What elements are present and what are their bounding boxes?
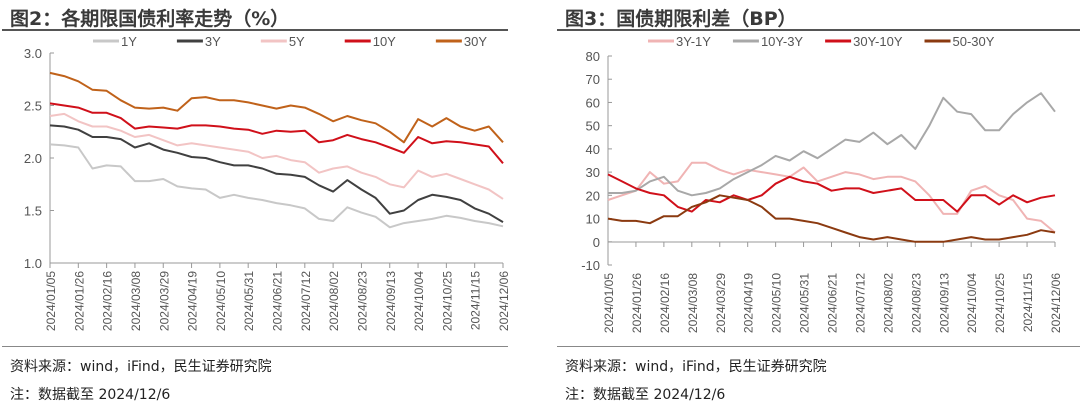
legend-label-30Y-10Y: 30Y-10Y [853, 34, 903, 49]
x-tick-label: 2024/08/02 [881, 273, 895, 333]
x-tick-label: 2024/07/12 [299, 271, 313, 331]
x-tick-label: 2024/12/06 [497, 271, 511, 331]
chart-panel-spreads: 图3：国债期限利差（BP） -10 0 10 20 30 40 50 60 70 80 2024/0… [545, 0, 1080, 410]
y-tick-label: 70 [586, 72, 600, 87]
x-tick-label: 2024/03/08 [686, 273, 700, 333]
x-tick-label: 2024/10/25 [440, 271, 454, 331]
y-tick-label: 60 [586, 95, 600, 110]
series-line-30Y [49, 71, 504, 144]
chart-title: 图3：国债期限利差（BP） [565, 8, 797, 30]
y-tick-label: 80 [586, 49, 600, 64]
title-divider [557, 29, 1080, 31]
legend-label-3Y: 3Y [205, 34, 221, 49]
source-note: 资料来源：wind，iFind，民生证券研究院 [10, 359, 272, 375]
x-tick-label: 2024/01/26 [72, 271, 86, 331]
x-tick-label: 2024/06/21 [271, 271, 285, 331]
chart-panel-yields: 图2：各期限国债利率走势（%） 1.0 1.5 2.0 2.5 3.0 2024/01/0… [0, 0, 530, 410]
x-tick-label: 2024/05/10 [770, 273, 784, 333]
legend-label-10Y-3Y: 10Y-3Y [761, 34, 803, 49]
footer-divider [2, 346, 508, 347]
title-divider [2, 29, 508, 31]
series-line-3Y-1Y [607, 161, 1056, 234]
x-tick-label: 2024/03/29 [157, 271, 171, 331]
series-line-1Y [49, 143, 504, 229]
series-line-50-30Y [607, 194, 1056, 243]
y-tick-label: 3.0 [24, 46, 42, 61]
source-note: 资料来源：wind，iFind，民生证券研究院 [565, 359, 827, 375]
x-tick-label: 2024/03/08 [129, 271, 143, 331]
legend-label-30Y: 30Y [464, 34, 487, 49]
x-tick-label: 2024/08/23 [355, 271, 369, 331]
x-tick-label: 2024/10/25 [993, 273, 1007, 333]
x-tick-label: 2024/02/16 [658, 273, 672, 333]
x-tick-label: 2024/03/29 [714, 273, 728, 333]
legend-label-1Y: 1Y [121, 34, 137, 49]
y-tick-label: 0 [593, 235, 600, 250]
yield-chart: 1.0 1.5 2.0 2.5 3.0 2024/01/05 2024/01/26 2024/… [24, 34, 511, 331]
x-tick-label: 2024/04/19 [742, 273, 756, 333]
x-tick-label: 2024/02/16 [101, 271, 115, 331]
y-tick-label: 2.0 [24, 151, 42, 166]
y-tick-label: 30 [586, 165, 600, 180]
y-tick-label: 1.5 [24, 204, 42, 219]
x-tick-label: 2024/09/13 [937, 273, 951, 333]
x-tick-label: 2024/01/26 [630, 273, 644, 333]
y-tick-label: 10 [586, 212, 600, 227]
series-line-10Y-3Y [608, 92, 1056, 197]
x-tick-label: 2024/11/15 [1021, 273, 1035, 332]
y-tick-label: -10 [581, 258, 600, 273]
x-tick-label: 2024/08/02 [327, 271, 341, 331]
x-tick-label: 2024/05/31 [242, 271, 256, 331]
x-tick-label: 2024/05/31 [798, 273, 812, 333]
x-tick-label: 2024/04/19 [186, 271, 200, 331]
x-tick-label: 2024/05/10 [214, 271, 228, 331]
chart-title: 图2：各期限国债利率走势（%） [10, 8, 290, 30]
footer-divider [557, 346, 1080, 347]
x-tick-label: 2024/07/12 [853, 273, 867, 333]
x-tick-label: 2024/09/13 [384, 271, 398, 331]
series-line-10Y [49, 102, 504, 164]
series-line-30Y-10Y [607, 173, 1056, 213]
spread-chart: -10 0 10 20 30 40 50 60 70 80 2024/01/05 2024/01/26… [581, 34, 1063, 333]
y-tick-label: 2.5 [24, 99, 42, 114]
series-line-5Y [49, 112, 504, 200]
x-tick-label: 2024/10/04 [412, 271, 426, 331]
x-tick-label: 2024/08/23 [909, 273, 923, 333]
y-tick-label: 1.0 [24, 256, 42, 271]
legend-label-10Y: 10Y [373, 34, 396, 49]
x-tick-label: 2024/10/04 [965, 273, 979, 333]
x-tick-label: 2024/01/05 [44, 271, 58, 331]
legend-label-3Y-1Y: 3Y-1Y [676, 34, 711, 49]
date-note: 注：数据截至 2024/12/6 [565, 387, 726, 403]
legend-label-5Y: 5Y [289, 34, 305, 49]
legend-label-50-30Y: 50-30Y [953, 34, 995, 49]
date-note: 注：数据截至 2024/12/6 [10, 387, 171, 403]
series-line-3Y [49, 124, 504, 223]
x-tick-label: 2024/06/21 [826, 273, 840, 333]
x-tick-label: 2024/12/06 [1049, 273, 1063, 333]
y-tick-label: 20 [586, 188, 600, 203]
y-tick-label: 50 [586, 119, 600, 134]
x-tick-label: 2024/01/05 [602, 273, 616, 333]
y-tick-label: 40 [586, 142, 600, 157]
x-tick-label: 2024/11/15 [469, 271, 483, 330]
